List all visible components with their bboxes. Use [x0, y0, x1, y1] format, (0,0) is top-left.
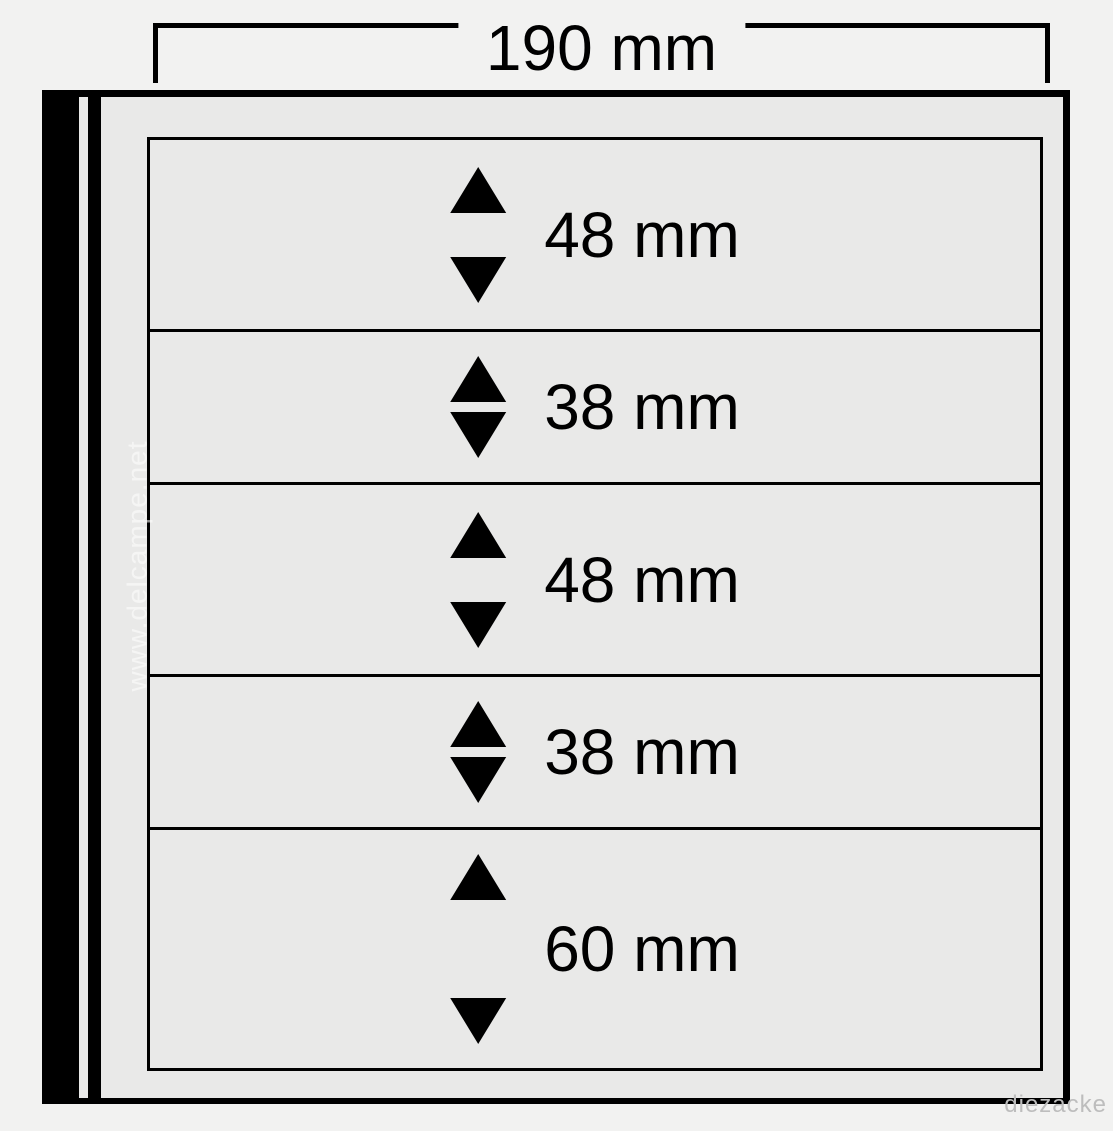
sheet-face: 48 mm 38 mm 48 mm 38 mm 60 mm: [101, 97, 1063, 1098]
dimension-arrows: [450, 854, 506, 1044]
dimension-group: 38 mm: [450, 356, 740, 458]
pocket-height-label: 48 mm: [544, 543, 740, 617]
diagram-canvas: 190 mm 48 mm 38 mm 48 mm 38 mm 60 mm www.del…: [0, 0, 1113, 1131]
bracket-right-tick: [1045, 23, 1050, 83]
width-label: 190 mm: [458, 11, 745, 85]
binding-spine-gap: [79, 97, 88, 1098]
pocket-row: 48 mm: [147, 137, 1043, 332]
arrow-up-icon: [450, 701, 506, 747]
pocket-stack: 48 mm 38 mm 48 mm 38 mm 60 mm: [147, 137, 1043, 1071]
pocket-row: 38 mm: [147, 329, 1043, 485]
arrow-up-icon: [450, 356, 506, 402]
dimension-arrows: [450, 167, 506, 303]
arrow-down-icon: [450, 602, 506, 648]
bracket-left-bar: [153, 23, 483, 28]
arrow-up-icon: [450, 854, 506, 900]
arrow-down-icon: [450, 757, 506, 803]
pocket-height-label: 48 mm: [544, 198, 740, 272]
pocket-height-label: 38 mm: [544, 715, 740, 789]
arrow-down-icon: [450, 412, 506, 458]
bracket-left-tick: [153, 23, 158, 83]
watermark-left: www.delcampe.net: [122, 440, 154, 691]
bracket-right-bar: [720, 23, 1050, 28]
arrow-down-icon: [450, 998, 506, 1044]
pocket-height-label: 38 mm: [544, 370, 740, 444]
dimension-arrows: [450, 701, 506, 803]
pocket-row: 60 mm: [147, 827, 1043, 1071]
watermark-right: diezacke: [1004, 1091, 1107, 1119]
width-dimension-bracket: 190 mm: [153, 23, 1050, 83]
sheet-outline: 48 mm 38 mm 48 mm 38 mm 60 mm: [42, 90, 1070, 1104]
pocket-row: 38 mm: [147, 674, 1043, 830]
dimension-group: 60 mm: [450, 854, 740, 1044]
dimension-arrows: [450, 512, 506, 648]
dimension-group: 48 mm: [450, 512, 740, 648]
arrow-up-icon: [450, 512, 506, 558]
arrow-down-icon: [450, 257, 506, 303]
dimension-arrows: [450, 356, 506, 458]
pocket-row: 48 mm: [147, 482, 1043, 677]
dimension-group: 38 mm: [450, 701, 740, 803]
pocket-height-label: 60 mm: [544, 912, 740, 986]
dimension-group: 48 mm: [450, 167, 740, 303]
arrow-up-icon: [450, 167, 506, 213]
